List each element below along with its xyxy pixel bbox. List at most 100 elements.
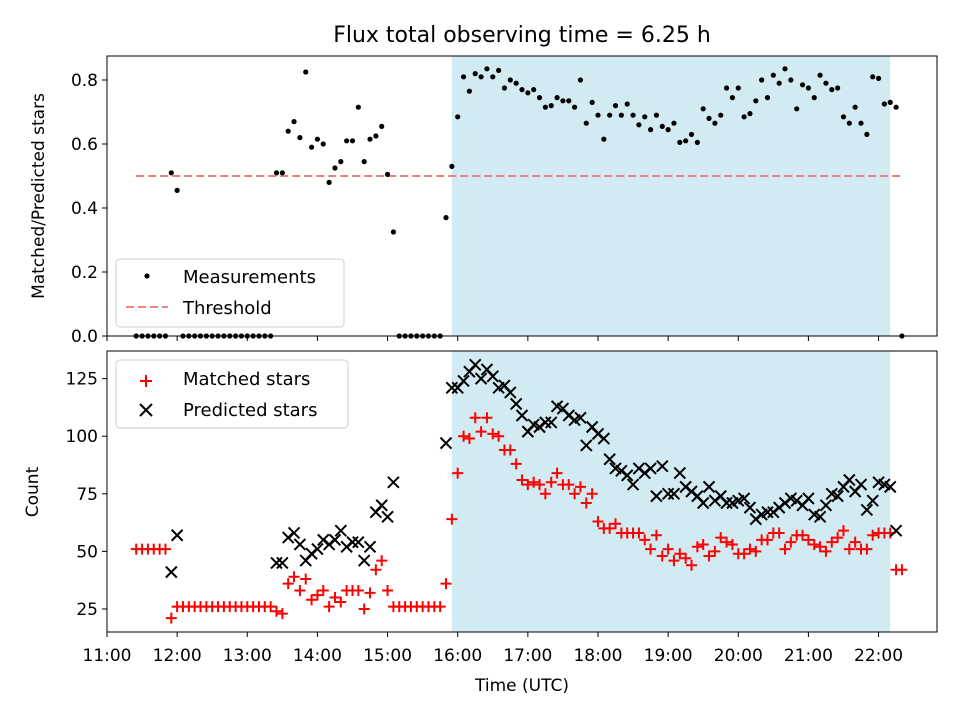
matched-star-point (802, 534, 814, 546)
matched-star-point (440, 578, 452, 590)
measurement-point (823, 80, 829, 86)
predicted-star-point (276, 556, 289, 570)
matched-star-point (458, 430, 470, 442)
predicted-star-point (170, 529, 184, 542)
predicted-star-point (545, 416, 558, 429)
predicted-star-point (644, 462, 657, 475)
legend-matched-marker (140, 375, 152, 387)
measurement-point (741, 114, 747, 120)
measurement-point (373, 133, 379, 139)
matched-star-point (335, 596, 347, 608)
predicted-star-point (597, 432, 611, 445)
predicted-star-point (439, 436, 453, 450)
measurement-point (466, 88, 472, 94)
measurement-point (285, 128, 291, 134)
x-tick-label: 15:00 (363, 646, 412, 666)
matched-star-point (662, 543, 674, 555)
predicted-star-point (352, 535, 365, 549)
predicted-star-point (866, 494, 879, 507)
predicted-star-point (574, 411, 587, 425)
matched-star-point (750, 545, 762, 557)
measurement-point (297, 135, 303, 141)
measurement-point (636, 122, 642, 128)
measurement-point (583, 120, 589, 126)
measurement-point (887, 99, 893, 105)
matched-star-point (686, 559, 698, 571)
measurement-point (367, 136, 373, 142)
measurement-point (291, 119, 297, 125)
x-tick-label: 16:00 (433, 646, 482, 666)
matched-star-point (265, 601, 277, 613)
y-tick-label: 0.8 (71, 71, 98, 91)
predicted-star-point (457, 374, 470, 388)
x-tick-label: 14:00 (293, 646, 342, 666)
predicted-star-point (328, 533, 342, 547)
matched-star-point (680, 552, 692, 564)
measurement-point (501, 85, 508, 91)
matched-star-point (528, 476, 540, 488)
measurement-point (688, 131, 695, 137)
chart-title: Flux total observing time = 6.25 h (333, 23, 711, 48)
predicted-star-point (854, 478, 868, 491)
matched-star-point (674, 548, 686, 560)
matched-star-point (475, 426, 487, 438)
matched-star-point (271, 605, 283, 617)
matched-star-point (463, 433, 475, 445)
measurement-point (560, 98, 566, 104)
measurement-point (519, 87, 525, 93)
bottom-legend: Matched stars Predicted stars (115, 359, 349, 429)
matched-star-point (592, 515, 604, 527)
matched-star-point (656, 550, 668, 562)
measurement-point (852, 104, 858, 110)
measurement-point (338, 159, 344, 165)
measurement-point (835, 85, 841, 91)
matched-star-point (896, 564, 908, 576)
measurement-point (566, 98, 572, 104)
matched-star-point (797, 529, 809, 541)
predicted-star-point (802, 492, 815, 505)
measurement-point (665, 127, 671, 133)
predicted-star-point (761, 506, 774, 519)
matched-star-point (329, 591, 341, 603)
measurement-point (308, 144, 315, 150)
matched-star-point (721, 536, 733, 548)
measurement-point (642, 114, 648, 120)
x-tick-label: 19:00 (644, 646, 693, 666)
predicted-star-point (311, 542, 324, 556)
measurement-point (379, 123, 385, 129)
predicted-star-point (673, 466, 687, 480)
matched-star-point (323, 601, 335, 613)
predicted-star-point (656, 459, 669, 473)
measurement-point (525, 90, 531, 96)
predicted-star-point (661, 487, 675, 501)
measurement-point (548, 103, 554, 109)
predicted-star-point (743, 501, 757, 514)
measurement-point (303, 69, 309, 75)
measurement-point (811, 95, 817, 101)
observing-window-shade (451, 56, 891, 336)
measurement-point (647, 127, 654, 133)
predicted-star-point (381, 510, 394, 524)
measurement-point (384, 171, 391, 177)
measurement-point (174, 187, 180, 193)
measurement-point (314, 136, 321, 142)
measurement-point (349, 138, 356, 144)
matched-star-point (469, 412, 481, 424)
matched-star-point (452, 467, 464, 479)
matched-star-point (867, 529, 879, 541)
matched-star-point (300, 573, 312, 585)
measurement-point (799, 82, 806, 88)
matched-star-point (586, 488, 598, 500)
measurement-point (490, 74, 496, 80)
measurement-point (344, 138, 350, 144)
predicted-star-point (889, 524, 903, 537)
matched-star-point (761, 534, 773, 546)
predicted-star-point (696, 496, 710, 510)
matched-star-point (709, 545, 721, 557)
predicted-star-point (626, 478, 640, 491)
measurement-point (630, 112, 636, 118)
measurement-point (496, 67, 502, 73)
matched-star-point (317, 585, 329, 597)
measurement-point (572, 104, 578, 110)
predicted-star-point (819, 499, 833, 512)
